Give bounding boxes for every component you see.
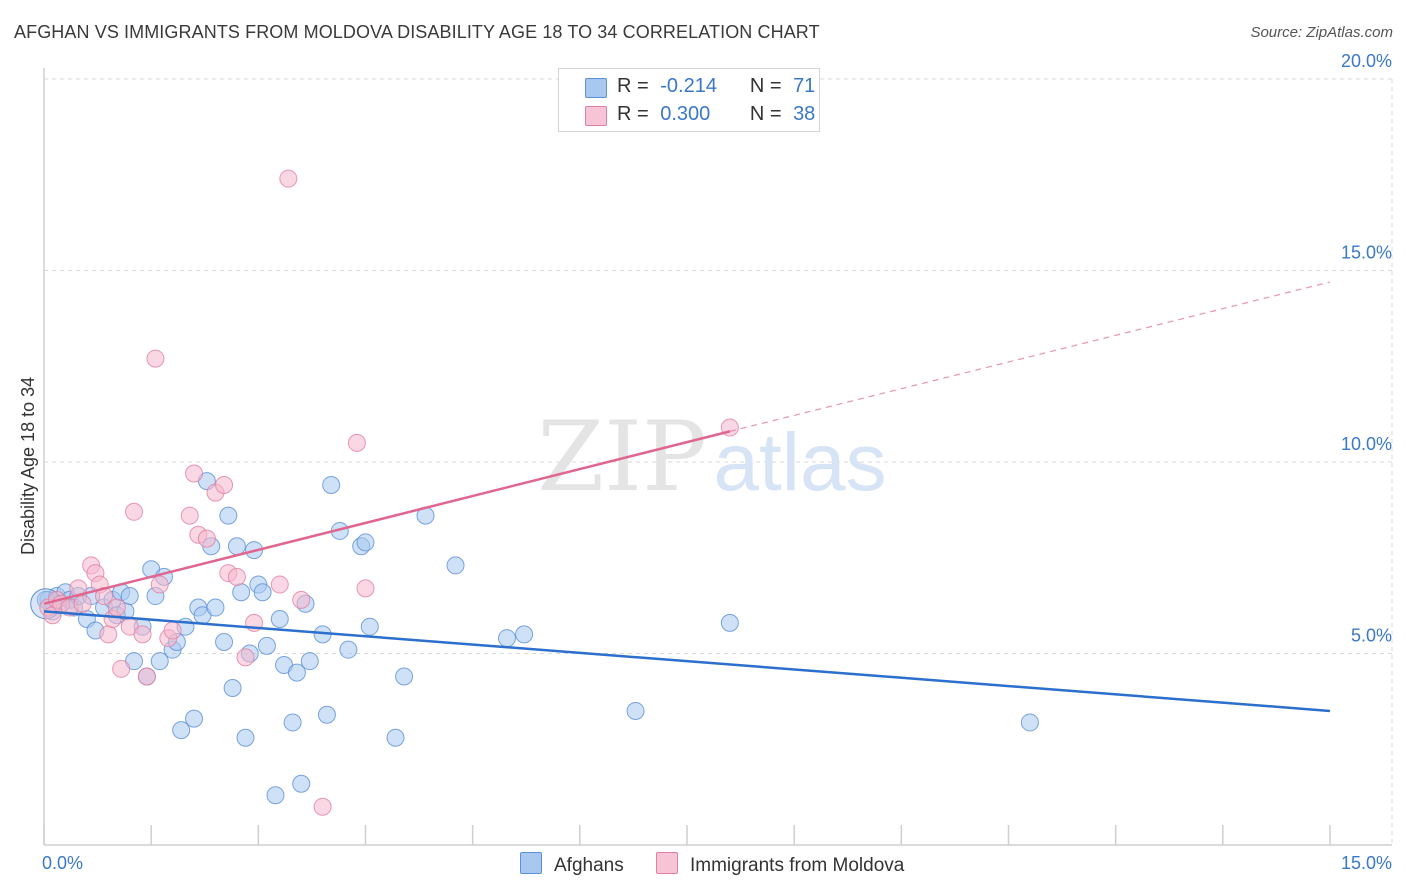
afghans-point [185,709,204,728]
afghans-point [395,667,414,686]
afghans-point [720,613,739,632]
bottom-legend-afghans: Afghans [520,852,624,877]
watermark-atlas: atlas [713,417,886,508]
y-tick-label: 15.0% [1341,243,1392,263]
moldova-n-value: 38 [793,103,816,125]
afghans-point [292,774,311,793]
afghans-point [227,537,246,556]
afghans-point [223,678,242,697]
afghans-trend-line [43,610,1331,713]
watermark-zip: ZIP [537,401,706,513]
moldova-point [137,667,156,686]
chart-title: AFGHAN VS IMMIGRANTS FROM MOLDOVA DISABI… [14,22,820,42]
afghans-point [1020,713,1039,732]
moldova-point [107,598,126,617]
moldova-point [279,169,298,188]
moldova-swatch [585,106,607,126]
afghans-n-value: 71 [793,75,816,97]
afghans-n-label: N = [749,75,782,97]
afghans-point [219,506,238,525]
afghans-point [120,587,139,606]
afghans-point [446,556,465,575]
afghans-point [322,475,341,494]
x-tick-label: 15.0% [1341,853,1392,873]
moldova-point [197,529,216,548]
afghans-point [287,663,306,682]
trend-lines [43,281,1331,713]
afghans-point [626,701,645,720]
afghans-point [497,629,516,648]
y-tick-label: 10.0% [1341,434,1392,454]
y-axis-title-wrap: Disability Age 18 to 34 [18,377,196,576]
moldova-r-value: 0.300 [660,103,711,125]
moldova-point [150,575,169,594]
afghans-point [150,652,169,671]
moldova-point [347,433,366,452]
bottom-afghans-label: Afghans [554,855,624,876]
afghans-point [257,636,276,655]
afghans-point [215,633,234,652]
moldova-point [185,464,204,483]
source-label: Source: ZipAtlas.com [1250,24,1393,41]
moldova-point [112,659,131,678]
moldova-point [180,506,199,525]
afghans-point [266,786,285,805]
afghans-point [356,533,375,552]
moldova-point [236,648,255,667]
moldova-point [215,475,234,494]
moldova-trend-line [43,430,731,605]
moldova-point [227,567,246,586]
bottom-afghans-swatch [520,852,542,874]
afghans-point [236,728,255,747]
moldova-point [163,621,182,640]
y-tick-label: 5.0% [1351,626,1392,646]
bottom-moldova-swatch [656,852,678,874]
afghans-point [172,721,191,740]
moldova-point [125,502,144,521]
afghans-point [253,583,272,602]
afghans-point [360,617,379,636]
stats-legend: R = -0.214 N = 71 R = 0.300 N = 38 [558,68,820,132]
moldova-n-label: N = [749,103,782,125]
afghans-r-label: R = [617,75,649,97]
watermark: ZIP atlas [537,401,886,513]
bottom-legend-moldova: Immigrants from Moldova [656,852,904,877]
afghans-point [270,610,289,629]
moldova-point [99,625,118,644]
axes [43,68,1392,846]
afghans-point [386,728,405,747]
y-axis-title: Disability Age 18 to 34 [18,376,38,555]
moldova-point [146,349,165,368]
afghans-point [232,583,251,602]
bottom-moldova-label: Immigrants from Moldova [690,855,905,876]
tick-labels: 5.0% 10.0% 15.0% 20.0% 0.0% 15.0% [42,51,1392,873]
moldova-point [292,590,311,609]
moldova-point [356,579,375,598]
moldova-point [133,625,152,644]
afghans-point [317,705,336,724]
moldova-point [270,575,289,594]
afghans-point [339,640,358,659]
afghans-swatch [585,78,607,98]
moldova-trend-extension [729,281,1331,432]
afghans-point [283,713,302,732]
y-tick-label: 20.0% [1341,51,1392,71]
moldova-r-label: R = [617,103,649,125]
afghans-points [30,472,1039,805]
moldova-point [313,797,332,816]
afghans-point [515,625,534,644]
afghans-point [206,598,225,617]
x-tick-label: 0.0% [42,853,83,873]
afghans-point [300,652,319,671]
afghans-r-value: -0.214 [660,75,717,97]
moldova-point [73,594,92,613]
